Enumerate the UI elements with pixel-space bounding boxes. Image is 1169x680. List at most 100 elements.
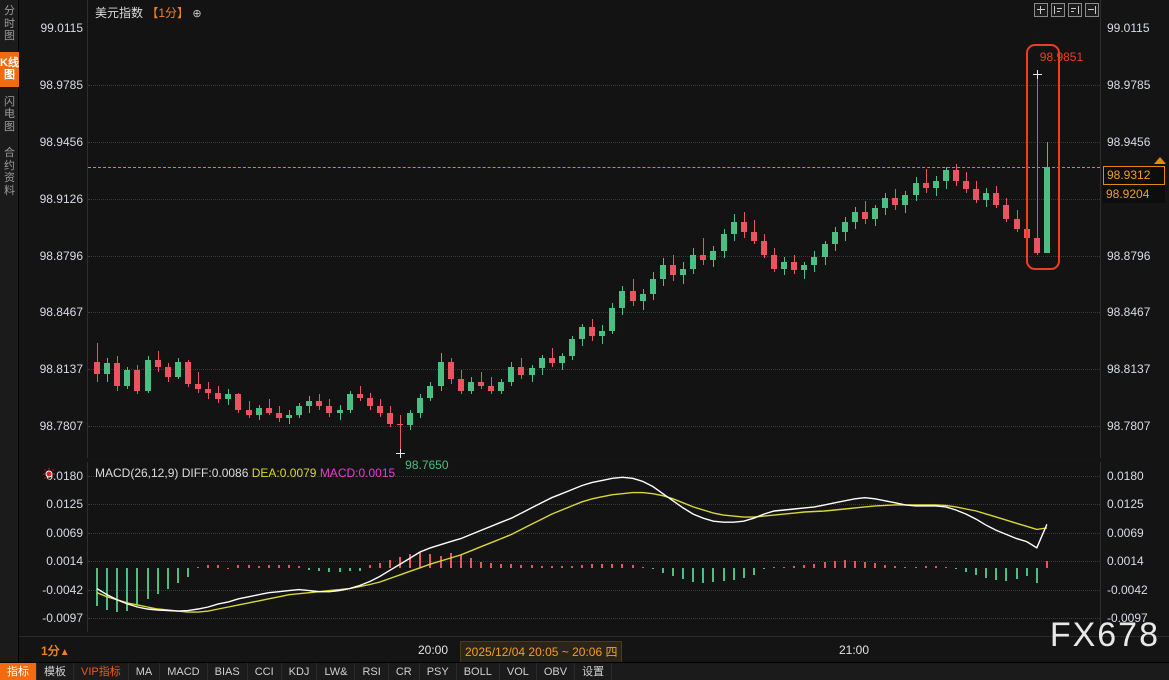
- macd-gridline: [88, 476, 1100, 478]
- toolbar-item-[interactable]: 模板: [37, 663, 74, 680]
- candle-body: [892, 198, 899, 205]
- toolbar-item-vip[interactable]: VIP指标: [74, 663, 129, 680]
- candlestick: [174, 0, 181, 458]
- candle-body: [184, 361, 191, 384]
- macd-histogram-bar: [469, 557, 472, 569]
- candlestick: [205, 0, 212, 458]
- candle-body: [397, 423, 404, 426]
- toolbar-item-bias[interactable]: BIAS: [208, 663, 248, 680]
- candle-body: [245, 409, 252, 415]
- macd-histogram-bar: [520, 565, 523, 569]
- macd-histogram-bar: [833, 561, 836, 569]
- macd-histogram-bar: [176, 568, 179, 584]
- price-tick-label: 98.9785: [1107, 78, 1151, 93]
- toolbar-item-obv[interactable]: OBV: [537, 663, 576, 680]
- price-up-arrow-icon: [1154, 156, 1166, 164]
- candlestick: [124, 0, 131, 458]
- macd-histogram-bar: [247, 565, 250, 569]
- macd-gridline: [88, 589, 1100, 591]
- candlestick: [973, 0, 980, 458]
- candle-body: [1013, 218, 1020, 229]
- candle-body: [942, 170, 949, 181]
- toolbar-item-[interactable]: 指标: [0, 663, 37, 680]
- candlestick: [629, 0, 636, 458]
- candlestick: [1033, 0, 1040, 458]
- scroll-end-icon[interactable]: [1085, 3, 1099, 17]
- macd-histogram-bar: [237, 564, 240, 569]
- toolbar-item-ma[interactable]: MA: [129, 663, 161, 680]
- macd-histogram-bar: [965, 568, 968, 573]
- toolbar-item-[interactable]: 设置: [575, 663, 613, 680]
- candle-body: [670, 265, 676, 276]
- candlestick: [942, 0, 949, 458]
- candlestick: [579, 0, 586, 458]
- macd-pane: 0.0180 0.0125 0.0069 0.0014 -0.0042 -0.0097 0…: [19, 458, 1169, 636]
- macd-histogram-bar: [742, 568, 745, 579]
- candlestick: [639, 0, 646, 458]
- candle-wick: [481, 371, 482, 390]
- sidebar-item-kline-chart[interactable]: K线图: [0, 51, 19, 87]
- candlestick: [376, 0, 383, 458]
- candlestick: [558, 0, 565, 458]
- macd-histogram-bar: [540, 565, 543, 569]
- candlestick: [952, 0, 959, 458]
- candle-body: [720, 234, 727, 252]
- toolbar-item-psy[interactable]: PSY: [420, 663, 457, 680]
- macd-histogram-bar: [621, 564, 624, 569]
- candlestick: [700, 0, 707, 458]
- candlestick: [649, 0, 656, 458]
- macd-tick-label: -0.0042: [42, 582, 83, 597]
- toolbar-item-cr[interactable]: CR: [389, 663, 420, 680]
- macd-histogram-bar: [308, 568, 311, 571]
- candle-body: [225, 394, 232, 400]
- period-badge[interactable]: 1分▲: [41, 642, 70, 659]
- macd-plot[interactable]: [87, 462, 1101, 632]
- sidebar-item-contract-info[interactable]: 合约资料: [4, 147, 15, 197]
- candle-body: [902, 194, 909, 205]
- macd-histogram-bar: [995, 568, 998, 581]
- macd-gridline: [88, 504, 1100, 506]
- macd-histogram-bar: [288, 565, 290, 569]
- toolbar-item-kdj[interactable]: KDJ: [282, 663, 318, 680]
- price-plot[interactable]: 98.9851 98.7650: [87, 0, 1101, 472]
- candlestick: [94, 0, 100, 458]
- candlestick: [265, 0, 272, 458]
- candlestick: [296, 0, 303, 458]
- candle-body: [538, 358, 545, 369]
- macd-dea-line: [96, 491, 1048, 613]
- align-right-icon[interactable]: [1068, 3, 1082, 17]
- macd-histogram-bar: [702, 568, 705, 584]
- macd-histogram-bar: [106, 568, 109, 611]
- macd-histogram-bar: [914, 566, 917, 569]
- toolbar-item-macd[interactable]: MACD: [160, 663, 208, 680]
- candlestick: [356, 0, 363, 458]
- toolbar-item-boll[interactable]: BOLL: [457, 663, 500, 680]
- candle-body: [740, 222, 747, 233]
- toolbar-item-cci[interactable]: CCI: [248, 663, 282, 680]
- macd-histogram-bar: [661, 568, 664, 573]
- toolbar-item-lw[interactable]: LW&: [317, 663, 356, 680]
- align-left-icon[interactable]: [1051, 3, 1065, 17]
- crosshair-icon[interactable]: ⊕: [192, 8, 202, 20]
- toolbar-item-rsi[interactable]: RSI: [355, 663, 389, 680]
- fit-icon[interactable]: [1034, 3, 1048, 17]
- candle-body: [346, 394, 353, 410]
- sidebar-item-time-chart[interactable]: 分时图: [4, 5, 15, 42]
- macd-histogram-bar: [197, 566, 200, 569]
- last-price-tag[interactable]: 98.9312: [1103, 165, 1165, 185]
- candle-body: [518, 366, 525, 376]
- macd-tick-label: 0.0180: [1107, 469, 1144, 484]
- macd-histogram-bar: [146, 568, 149, 599]
- candle-body: [306, 401, 313, 407]
- candle-body: [296, 406, 303, 415]
- candlestick: [609, 0, 616, 458]
- toolbar-item-vol[interactable]: VOL: [500, 663, 537, 680]
- last-price-line: [88, 166, 1100, 168]
- candle-wick: [551, 347, 553, 367]
- price-gridline: [88, 85, 1100, 87]
- candlestick: [387, 0, 394, 458]
- sidebar-item-lightning-chart[interactable]: 闪电图: [4, 95, 15, 133]
- macd-indicator-dot-icon[interactable]: [43, 467, 55, 480]
- macd-histogram-bar: [116, 568, 119, 613]
- candle-wick: [198, 371, 200, 393]
